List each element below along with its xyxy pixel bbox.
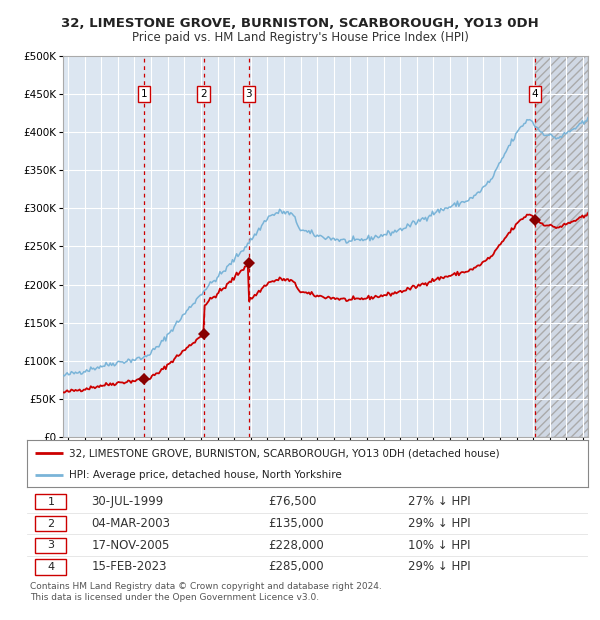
Text: 04-MAR-2003: 04-MAR-2003 <box>92 517 170 530</box>
Text: 10% ↓ HPI: 10% ↓ HPI <box>409 539 471 552</box>
FancyBboxPatch shape <box>35 494 66 510</box>
Text: 1: 1 <box>47 497 55 507</box>
Text: 4: 4 <box>47 562 55 572</box>
Text: 30-JUL-1999: 30-JUL-1999 <box>92 495 164 508</box>
Text: 4: 4 <box>532 89 538 99</box>
FancyBboxPatch shape <box>35 538 66 553</box>
Text: £135,000: £135,000 <box>268 517 324 530</box>
Text: HPI: Average price, detached house, North Yorkshire: HPI: Average price, detached house, Nort… <box>69 470 342 480</box>
Text: Price paid vs. HM Land Registry's House Price Index (HPI): Price paid vs. HM Land Registry's House … <box>131 31 469 44</box>
Text: This data is licensed under the Open Government Licence v3.0.: This data is licensed under the Open Gov… <box>30 593 319 602</box>
Text: 2: 2 <box>47 518 55 529</box>
Text: 29% ↓ HPI: 29% ↓ HPI <box>409 560 471 574</box>
Text: £285,000: £285,000 <box>268 560 324 574</box>
FancyBboxPatch shape <box>35 516 66 531</box>
Text: 17-NOV-2005: 17-NOV-2005 <box>92 539 170 552</box>
Text: £76,500: £76,500 <box>268 495 317 508</box>
Text: 27% ↓ HPI: 27% ↓ HPI <box>409 495 471 508</box>
Bar <box>63 56 535 437</box>
Text: 1: 1 <box>141 89 148 99</box>
Text: 29% ↓ HPI: 29% ↓ HPI <box>409 517 471 530</box>
Text: 2: 2 <box>200 89 207 99</box>
FancyBboxPatch shape <box>35 559 66 575</box>
Bar <box>535 56 588 437</box>
Text: 3: 3 <box>47 540 55 551</box>
Text: Contains HM Land Registry data © Crown copyright and database right 2024.: Contains HM Land Registry data © Crown c… <box>30 582 382 591</box>
Text: 15-FEB-2023: 15-FEB-2023 <box>92 560 167 574</box>
Text: £228,000: £228,000 <box>268 539 324 552</box>
Text: 32, LIMESTONE GROVE, BURNISTON, SCARBOROUGH, YO13 0DH (detached house): 32, LIMESTONE GROVE, BURNISTON, SCARBORO… <box>69 448 500 458</box>
Text: 32, LIMESTONE GROVE, BURNISTON, SCARBOROUGH, YO13 0DH: 32, LIMESTONE GROVE, BURNISTON, SCARBORO… <box>61 17 539 30</box>
Text: 3: 3 <box>245 89 252 99</box>
